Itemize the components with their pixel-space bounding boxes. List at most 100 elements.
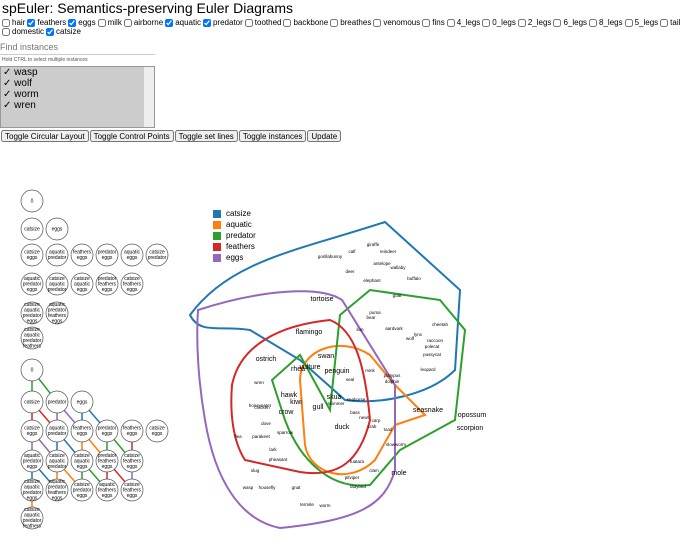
attribute-label: milk xyxy=(107,18,122,27)
attribute-bar: hair feathers eggs milk airborne aquatic preda… xyxy=(2,18,698,36)
lattice-node-label: eggs xyxy=(127,493,138,499)
lattice-edge xyxy=(81,430,108,462)
instance-label: skimmer xyxy=(328,401,345,406)
toolbar-button[interactable]: Toggle Circular Layout xyxy=(1,130,89,142)
attribute-checkbox[interactable] xyxy=(2,27,10,36)
lattice-node-label: feathers xyxy=(48,490,67,496)
lattice-node-label: eggs xyxy=(27,255,38,261)
attribute-checkbox[interactable] xyxy=(165,18,174,27)
lattice-node-label: predator xyxy=(23,313,42,319)
lattice-node xyxy=(45,301,69,325)
attribute-checkbox[interactable] xyxy=(660,18,669,27)
attribute-option: feathers xyxy=(27,18,66,27)
attribute-option: fins xyxy=(422,18,445,27)
lattice-node xyxy=(45,419,69,443)
attribute-checkbox[interactable] xyxy=(553,18,562,27)
instance-label: swan xyxy=(318,353,334,360)
lattice-node-label: catsize xyxy=(74,482,90,488)
attribute-label: domestic xyxy=(12,27,45,36)
attribute-checkbox[interactable] xyxy=(27,18,36,27)
instance-item[interactable]: ✓ worm xyxy=(3,89,39,100)
toolbar-button[interactable]: Update xyxy=(307,130,342,142)
search-input[interactable] xyxy=(0,40,155,55)
attribute-option: breathes xyxy=(330,18,371,27)
attribute-checkbox[interactable] xyxy=(373,18,382,27)
instance-label: scorpion xyxy=(457,425,484,432)
instance-label: bass xyxy=(350,410,360,415)
attribute-label: fins xyxy=(432,18,445,27)
lattice-node-label: feathers xyxy=(73,426,92,432)
lattice-node-label: aquatic xyxy=(49,479,66,485)
lattice-node xyxy=(20,326,44,350)
lattice-node-label: aquatic xyxy=(49,302,66,308)
lattice-node-label: catsize xyxy=(24,399,40,405)
attribute-checkbox[interactable] xyxy=(517,18,526,27)
attribute-checkbox[interactable] xyxy=(202,18,211,27)
instance-label: pitviper xyxy=(345,475,360,480)
instance-label: slowworm xyxy=(386,442,406,447)
instance-label: hawk xyxy=(281,392,298,399)
lattice-node xyxy=(70,272,94,296)
instance-label: rhea xyxy=(291,366,305,373)
attribute-label: 5_legs xyxy=(634,18,659,27)
lattice-edge xyxy=(31,401,58,432)
attribute-label: 6_legs xyxy=(563,18,588,27)
toolbar-button[interactable]: Toggle Control Points xyxy=(89,130,174,142)
attribute-checkbox[interactable] xyxy=(589,18,598,27)
instance-label: platypus xyxy=(384,373,402,378)
attribute-checkbox[interactable] xyxy=(123,18,132,27)
lattice-node-label: predator xyxy=(23,490,42,496)
instance-label: ladybird xyxy=(350,484,366,489)
instance-label: mink xyxy=(365,368,375,373)
instance-label: lion xyxy=(356,327,364,332)
lattice-node-label: feathers xyxy=(98,487,117,493)
attribute-option: milk xyxy=(97,18,122,27)
attribute-label: eggs xyxy=(78,18,96,27)
attribute-checkbox[interactable] xyxy=(624,18,633,27)
lattice-node xyxy=(120,243,144,267)
attribute-option: airborne xyxy=(123,18,163,27)
lattice-node-label: catsize xyxy=(124,453,140,459)
instance-label: aardvark xyxy=(385,326,403,331)
attribute-checkbox[interactable] xyxy=(446,18,455,27)
lattice-node-label: eggs xyxy=(127,431,138,437)
instance-label: wasp xyxy=(243,485,254,490)
instance-item[interactable]: ✓ wolf xyxy=(3,78,32,89)
attribute-checkbox[interactable] xyxy=(283,18,292,27)
lattice-node xyxy=(95,419,119,443)
instance-label: chicken xyxy=(254,405,270,410)
lattice-node-label: eggs xyxy=(77,399,88,405)
attribute-checkbox[interactable] xyxy=(68,18,77,27)
instance-label: skua xyxy=(327,394,342,401)
instance-list[interactable]: ✓ wasp ✓ wolf ✓ worm ✓ wren xyxy=(0,66,155,128)
toolbar-button[interactable]: Toggle set lines xyxy=(174,130,238,142)
lattice-node xyxy=(20,506,44,530)
attribute-checkbox[interactable] xyxy=(97,18,106,27)
lattice-node-label: feathers xyxy=(98,281,117,287)
attribute-checkbox[interactable] xyxy=(330,18,339,27)
lattice-node-label: aquatic xyxy=(74,458,91,464)
instance-label: seal xyxy=(346,377,354,382)
attribute-label: predator xyxy=(212,18,243,27)
attribute-option: domestic xyxy=(2,27,44,36)
attribute-checkbox[interactable] xyxy=(244,18,253,27)
attribute-label: feathers xyxy=(37,18,67,27)
instance-item[interactable]: ✓ wren xyxy=(3,100,36,111)
lattice-node-label: predator xyxy=(73,487,92,493)
toolbar-button[interactable]: Toggle instances xyxy=(238,130,307,142)
attribute-checkbox[interactable] xyxy=(482,18,491,27)
instance-label: raccoon xyxy=(427,338,444,343)
lattice-node-label: aquatic xyxy=(24,333,41,339)
attribute-checkbox[interactable] xyxy=(422,18,431,27)
lattice-node-label: feathers xyxy=(123,426,142,432)
lattice-node xyxy=(95,478,119,502)
attribute-checkbox[interactable] xyxy=(46,27,55,36)
lattice-node xyxy=(145,243,169,267)
scrollbar[interactable] xyxy=(144,67,154,127)
lattice-node-label: catsize xyxy=(24,327,40,333)
attribute-checkbox[interactable] xyxy=(2,18,10,27)
instance-label: worm xyxy=(320,503,331,508)
instance-label: antelope xyxy=(373,261,391,266)
lattice-node-label: feathers xyxy=(123,487,142,493)
instance-item[interactable]: ✓ wasp xyxy=(3,67,38,78)
